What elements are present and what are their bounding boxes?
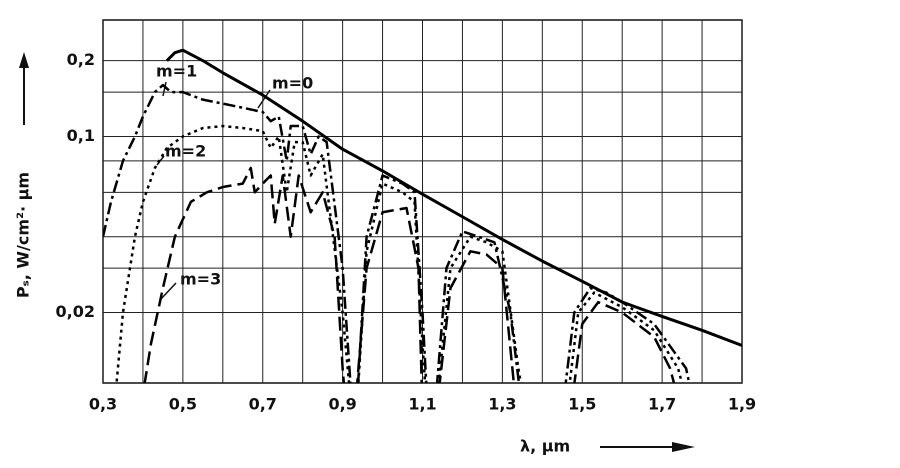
x-tick-label: 0,7 bbox=[249, 395, 277, 414]
x-tick-label: 0,5 bbox=[169, 395, 197, 414]
y-arrow-head bbox=[19, 52, 29, 68]
series-annotation: m=3 bbox=[180, 270, 221, 289]
annotation-pointer bbox=[162, 81, 167, 97]
series-annotation: m=1 bbox=[156, 62, 197, 81]
x-tick-label: 1,5 bbox=[568, 395, 596, 414]
x-arrow-head bbox=[672, 442, 695, 452]
x-axis-label: λ, μm bbox=[520, 437, 570, 456]
y-axis-label: Pₛ, W/cm²· μm bbox=[14, 172, 33, 298]
x-tick-label: 1,7 bbox=[648, 395, 676, 414]
y-tick-label: 0,02 bbox=[56, 302, 95, 321]
series-line bbox=[115, 124, 684, 383]
x-tick-label: 1,1 bbox=[408, 395, 436, 414]
annotation-pointer bbox=[257, 89, 271, 109]
x-tick-label: 1,3 bbox=[488, 395, 516, 414]
y-tick-label: 0,1 bbox=[67, 126, 95, 145]
series-annotation: m=2 bbox=[165, 142, 206, 161]
annotation-pointer bbox=[159, 282, 177, 301]
series-line bbox=[165, 48, 742, 347]
series-line bbox=[103, 83, 691, 383]
series-annotation: m=0 bbox=[272, 74, 313, 93]
x-tick-label: 0,3 bbox=[89, 395, 117, 414]
y-tick-label: 0,2 bbox=[67, 50, 95, 69]
x-tick-label: 1,9 bbox=[728, 395, 756, 414]
x-tick-label: 0,9 bbox=[328, 395, 356, 414]
series-line bbox=[143, 166, 676, 383]
